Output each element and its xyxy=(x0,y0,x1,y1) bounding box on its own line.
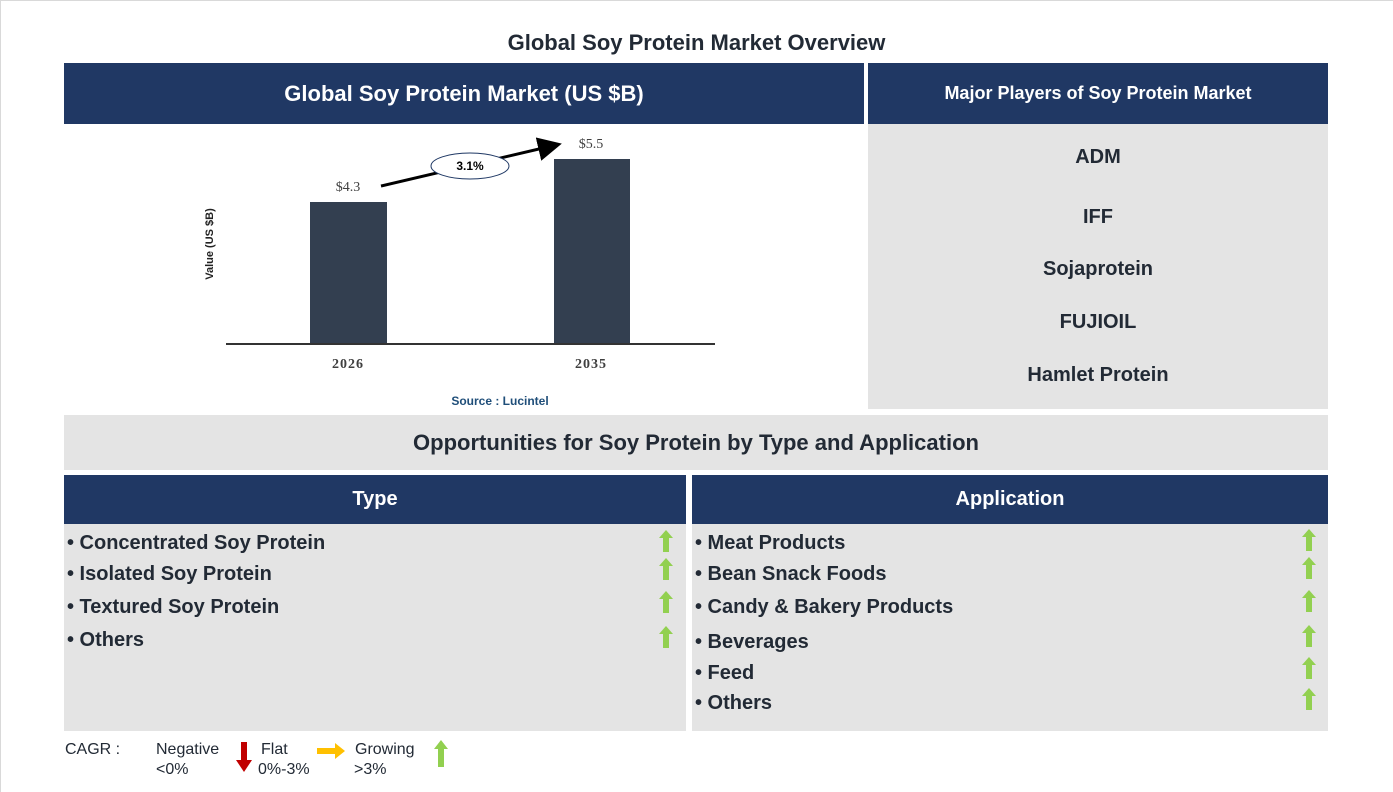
x-tick-label: 2035 xyxy=(575,357,607,372)
legend-growing-label: Growing xyxy=(355,741,415,758)
up-arrow-icon xyxy=(1302,590,1316,612)
chart-x-axis xyxy=(226,343,715,345)
opportunities-banner: Opportunities for Soy Protein by Type an… xyxy=(64,415,1328,470)
application-header: Application xyxy=(692,475,1328,524)
up-arrow-icon xyxy=(1302,529,1316,551)
type-item: • Isolated Soy Protein xyxy=(67,563,272,585)
player-item: IFF xyxy=(1083,206,1113,228)
chart-source: Source : Lucintel xyxy=(451,394,549,408)
application-item: • Beverages xyxy=(695,631,809,653)
x-tick-label: 2026 xyxy=(332,357,364,372)
cagr-value: 3.1% xyxy=(456,159,484,173)
up-arrow-icon xyxy=(1302,688,1316,710)
type-item: • Concentrated Soy Protein xyxy=(67,532,326,554)
chart-bar-2035 xyxy=(554,159,630,344)
legend-negative-label: Negative xyxy=(156,741,220,758)
player-item: ADM xyxy=(1075,146,1121,168)
type-header: Type xyxy=(64,475,686,524)
bar-value-label: $4.3 xyxy=(335,180,361,195)
up-arrow-icon xyxy=(1302,557,1316,579)
up-arrow-icon xyxy=(659,530,673,552)
player-item: Hamlet Protein xyxy=(1027,364,1169,386)
application-item: • Meat Products xyxy=(695,532,846,554)
application-item: • Bean Snack Foods xyxy=(695,563,887,585)
legend-flat-range: 0%-3% xyxy=(258,761,310,778)
right-arrow-icon xyxy=(317,743,345,759)
up-arrow-icon xyxy=(659,558,673,580)
players-header: Major Players of Soy Protein Market xyxy=(868,63,1328,124)
up-arrow-icon xyxy=(1302,625,1316,647)
application-item: • Others xyxy=(695,692,773,714)
players-list: ADM IFF Sojaprotein FUJIOIL Hamlet Prote… xyxy=(868,124,1328,409)
up-arrow-icon xyxy=(434,740,448,767)
type-item: • Others xyxy=(67,629,145,651)
legend-negative-range: <0% xyxy=(156,761,189,778)
market-chart-header: Global Soy Protein Market (US $B) xyxy=(64,63,864,124)
application-item: • Candy & Bakery Products xyxy=(695,596,954,618)
type-list: • Concentrated Soy Protein • Isolated So… xyxy=(64,524,686,731)
application-list: • Meat Products • Bean Snack Foods • Can… xyxy=(692,524,1328,731)
legend-growing-range: >3% xyxy=(354,761,387,778)
player-item: FUJIOIL xyxy=(1059,311,1137,333)
bar-value-label: $5.5 xyxy=(578,137,604,152)
up-arrow-icon xyxy=(1302,657,1316,679)
up-arrow-icon xyxy=(659,626,673,648)
application-item: • Feed xyxy=(695,662,755,684)
player-item: Sojaprotein xyxy=(1042,258,1153,280)
type-item: • Textured Soy Protein xyxy=(67,596,280,618)
up-arrow-icon xyxy=(659,591,673,613)
legend-flat-label: Flat xyxy=(261,741,288,758)
down-arrow-icon xyxy=(236,742,252,772)
page-title: Global Soy Protein Market Overview xyxy=(507,30,886,55)
legend-title: CAGR : xyxy=(65,741,121,758)
chart-bar-2026 xyxy=(310,202,387,344)
